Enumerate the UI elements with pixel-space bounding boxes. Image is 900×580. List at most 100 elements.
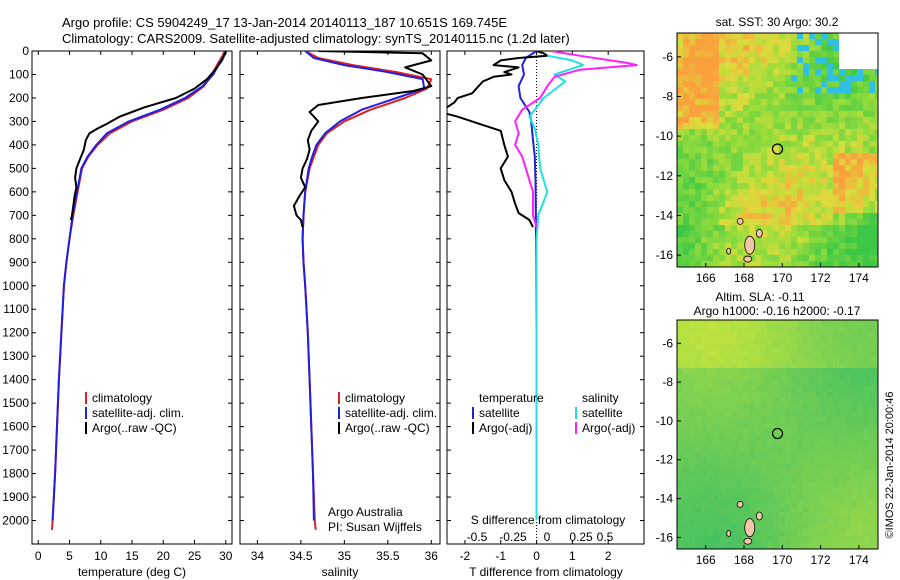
map-cell bbox=[773, 147, 779, 153]
map-cell bbox=[815, 464, 821, 470]
map-cell bbox=[827, 326, 833, 332]
map-cell bbox=[863, 446, 869, 452]
map-cell bbox=[839, 530, 845, 536]
map-cell bbox=[683, 530, 689, 536]
map-cell bbox=[833, 458, 839, 464]
map-cell bbox=[827, 87, 833, 93]
map-cell bbox=[851, 392, 857, 398]
map-cell bbox=[833, 39, 839, 45]
map-cell bbox=[851, 506, 857, 512]
map-cell bbox=[755, 416, 761, 422]
map-cell bbox=[719, 141, 725, 147]
map-cell bbox=[869, 338, 875, 344]
map-cell bbox=[755, 434, 761, 440]
map-cell bbox=[797, 434, 803, 440]
map-cell bbox=[779, 135, 785, 141]
map-cell bbox=[803, 129, 809, 135]
map-cell bbox=[827, 488, 833, 494]
map-cell bbox=[827, 63, 833, 69]
map-cell bbox=[809, 93, 815, 99]
x-top-tick-label: -0.25 bbox=[499, 530, 527, 544]
map-cell bbox=[815, 237, 821, 243]
map-cell bbox=[773, 243, 779, 249]
map-cell bbox=[767, 530, 773, 536]
argo-position-marker bbox=[771, 143, 784, 155]
map-cell bbox=[731, 356, 737, 362]
map-cell bbox=[761, 255, 767, 261]
map-cell bbox=[713, 464, 719, 470]
map-cell bbox=[707, 99, 713, 105]
map-cell bbox=[827, 500, 833, 506]
map-cell bbox=[713, 255, 719, 261]
map-cell bbox=[737, 153, 743, 159]
map-cell bbox=[857, 99, 863, 105]
map-cell bbox=[827, 320, 833, 326]
map-cell bbox=[875, 201, 878, 207]
map-cell bbox=[683, 93, 689, 99]
map-cell bbox=[857, 51, 863, 57]
map-cell bbox=[845, 362, 851, 368]
map-cell bbox=[821, 255, 827, 261]
map-cell bbox=[785, 57, 791, 63]
map-cell bbox=[815, 201, 821, 207]
map-cell bbox=[749, 446, 755, 452]
map-cell bbox=[731, 452, 737, 458]
map-cell bbox=[863, 69, 869, 75]
map-cell bbox=[689, 452, 695, 458]
map-cell bbox=[683, 428, 689, 434]
map-cell bbox=[833, 338, 839, 344]
map-cell bbox=[785, 494, 791, 500]
map-cell bbox=[713, 392, 719, 398]
map-cell bbox=[827, 93, 833, 99]
map-cell bbox=[683, 542, 689, 548]
map-cell bbox=[767, 368, 773, 374]
map-cell bbox=[755, 344, 761, 350]
map-cell bbox=[875, 434, 878, 440]
map-cell bbox=[845, 189, 851, 195]
map-cell bbox=[773, 530, 779, 536]
map-cell bbox=[797, 225, 803, 231]
map-cell bbox=[845, 404, 851, 410]
map-cell bbox=[857, 356, 863, 362]
map-cell bbox=[725, 201, 731, 207]
map-cell bbox=[869, 374, 875, 380]
map-cell bbox=[677, 350, 683, 356]
map-cell bbox=[815, 374, 821, 380]
map-cell bbox=[869, 404, 875, 410]
map-cell bbox=[833, 135, 839, 141]
map-cell bbox=[851, 512, 857, 518]
map-cell bbox=[773, 123, 779, 129]
map-cell bbox=[737, 57, 743, 63]
map-cell bbox=[701, 93, 707, 99]
map-cell bbox=[767, 135, 773, 141]
map-cell bbox=[845, 470, 851, 476]
map-cell bbox=[755, 201, 761, 207]
map-cell bbox=[677, 87, 683, 93]
map-cell bbox=[851, 117, 857, 123]
map-cell bbox=[713, 452, 719, 458]
map-cell bbox=[737, 332, 743, 338]
map-cell bbox=[683, 524, 689, 530]
map-cell bbox=[743, 33, 749, 39]
map-cell bbox=[779, 482, 785, 488]
map-cell bbox=[839, 111, 845, 117]
map-cell bbox=[875, 338, 878, 344]
map-cell bbox=[719, 99, 725, 105]
map-cell bbox=[773, 320, 779, 326]
map-cell bbox=[791, 123, 797, 129]
map-cell bbox=[791, 141, 797, 147]
map-cell bbox=[851, 237, 857, 243]
map-cell bbox=[821, 243, 827, 249]
map-cell bbox=[719, 123, 725, 129]
map-cell bbox=[821, 249, 827, 255]
map-cell bbox=[851, 63, 857, 69]
map-cell bbox=[857, 57, 863, 63]
map-cell bbox=[839, 488, 845, 494]
island bbox=[744, 518, 756, 538]
map-cell bbox=[869, 416, 875, 422]
map-cell bbox=[755, 135, 761, 141]
map-cell bbox=[863, 141, 869, 147]
map-cell bbox=[791, 75, 797, 81]
map-cell bbox=[839, 398, 845, 404]
map-cell bbox=[815, 207, 821, 213]
